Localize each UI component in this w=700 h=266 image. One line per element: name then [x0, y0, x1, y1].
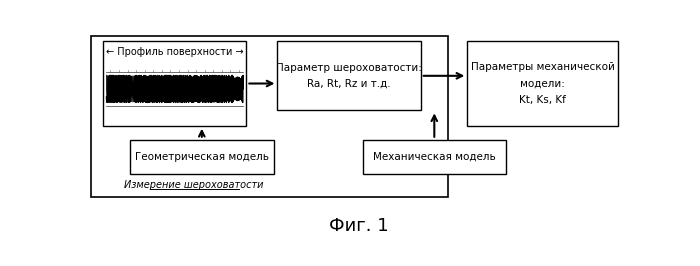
Bar: [363, 140, 506, 174]
Text: Параметры механической
модели:
Kt, Ks, Kf: Параметры механической модели: Kt, Ks, K…: [471, 62, 615, 105]
Text: Фиг. 1: Фиг. 1: [329, 217, 389, 235]
Text: Геометрическая модель: Геометрическая модель: [135, 152, 269, 162]
Bar: [468, 41, 618, 126]
Bar: [103, 41, 246, 126]
Text: Параметр шероховатости:
Ra, Rt, Rz и т.д.: Параметр шероховатости: Ra, Rt, Rz и т.д…: [276, 63, 422, 89]
Bar: [277, 41, 421, 110]
Bar: [92, 36, 448, 197]
Text: ← Профиль поверхности →: ← Профиль поверхности →: [106, 47, 244, 57]
Text: Измерение шероховатости: Измерение шероховатости: [125, 180, 264, 190]
Bar: [130, 140, 274, 174]
Text: Механическая модель: Механическая модель: [373, 152, 496, 162]
